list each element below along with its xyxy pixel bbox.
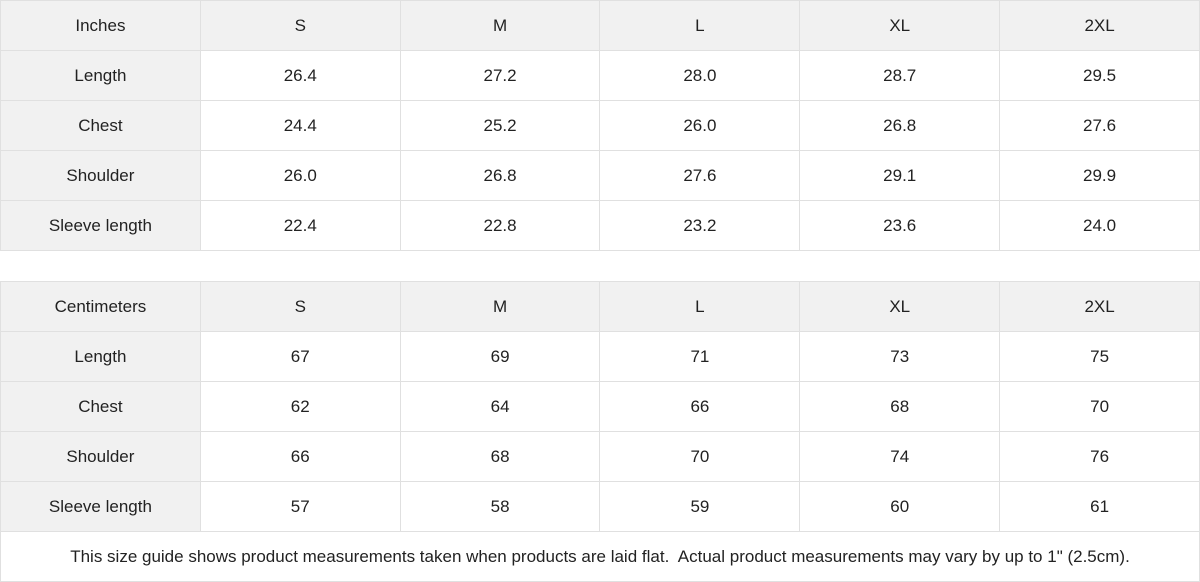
row-label-cell: Length bbox=[0, 50, 201, 101]
table-row: Sleeve length 57 58 59 60 61 bbox=[0, 481, 1200, 532]
row-label-cell: Chest bbox=[0, 381, 201, 432]
measurement-cell: 28.0 bbox=[599, 50, 801, 101]
measurement-cell: 68 bbox=[799, 381, 1001, 432]
measurement-cell: 27.2 bbox=[399, 50, 601, 101]
size-header-cell: M bbox=[399, 0, 601, 51]
centimeters-table: Centimeters S M L XL 2XL Length 67 69 71… bbox=[0, 281, 1200, 582]
table-row: Length 26.4 27.2 28.0 28.7 29.5 bbox=[0, 50, 1200, 101]
size-guide-note: This size guide shows product measuremen… bbox=[0, 531, 1200, 582]
measurement-cell: 70 bbox=[999, 381, 1200, 432]
measurement-cell: 67 bbox=[199, 331, 401, 382]
measurement-cell: 26.8 bbox=[799, 100, 1001, 151]
measurement-cell: 27.6 bbox=[599, 150, 801, 201]
table-spacer bbox=[0, 251, 1200, 281]
measurement-cell: 29.1 bbox=[799, 150, 1001, 201]
measurement-cell: 66 bbox=[599, 381, 801, 432]
table-row: Length 67 69 71 73 75 bbox=[0, 331, 1200, 382]
measurement-cell: 68 bbox=[399, 431, 601, 482]
measurement-cell: 75 bbox=[999, 331, 1200, 382]
measurement-cell: 26.8 bbox=[399, 150, 601, 201]
size-header-cell: S bbox=[199, 0, 401, 51]
table-header-row: Centimeters S M L XL 2XL bbox=[0, 281, 1200, 332]
row-label-cell: Sleeve length bbox=[0, 481, 201, 532]
measurement-cell: 26.0 bbox=[199, 150, 401, 201]
size-header-cell: XL bbox=[799, 281, 1001, 332]
measurement-cell: 74 bbox=[799, 431, 1001, 482]
measurement-cell: 25.2 bbox=[399, 100, 601, 151]
measurement-cell: 23.2 bbox=[599, 200, 801, 251]
size-header-cell: L bbox=[599, 281, 801, 332]
measurement-cell: 64 bbox=[399, 381, 601, 432]
measurement-cell: 28.7 bbox=[799, 50, 1001, 101]
size-header-cell: S bbox=[199, 281, 401, 332]
measurement-cell: 26.4 bbox=[199, 50, 401, 101]
measurement-cell: 29.5 bbox=[999, 50, 1200, 101]
measurement-cell: 73 bbox=[799, 331, 1001, 382]
measurement-cell: 57 bbox=[199, 481, 401, 532]
measurement-cell: 61 bbox=[999, 481, 1200, 532]
inches-table: Inches S M L XL 2XL Length 26.4 27.2 28.… bbox=[0, 0, 1200, 251]
table-row: Shoulder 66 68 70 74 76 bbox=[0, 431, 1200, 482]
measurement-cell: 23.6 bbox=[799, 200, 1001, 251]
table-row: Chest 24.4 25.2 26.0 26.8 27.6 bbox=[0, 100, 1200, 151]
measurement-cell: 58 bbox=[399, 481, 601, 532]
measurement-cell: 27.6 bbox=[999, 100, 1200, 151]
size-header-cell: 2XL bbox=[999, 0, 1200, 51]
measurement-cell: 69 bbox=[399, 331, 601, 382]
measurement-cell: 70 bbox=[599, 431, 801, 482]
measurement-cell: 59 bbox=[599, 481, 801, 532]
measurement-cell: 24.4 bbox=[199, 100, 401, 151]
unit-header-cell: Inches bbox=[0, 0, 201, 51]
measurement-cell: 22.4 bbox=[199, 200, 401, 251]
footer-row: This size guide shows product measuremen… bbox=[0, 531, 1200, 582]
measurement-cell: 71 bbox=[599, 331, 801, 382]
size-header-cell: L bbox=[599, 0, 801, 51]
measurement-cell: 22.8 bbox=[399, 200, 601, 251]
row-label-cell: Shoulder bbox=[0, 431, 201, 482]
table-row: Chest 62 64 66 68 70 bbox=[0, 381, 1200, 432]
measurement-cell: 26.0 bbox=[599, 100, 801, 151]
row-label-cell: Sleeve length bbox=[0, 200, 201, 251]
size-header-cell: M bbox=[399, 281, 601, 332]
table-row: Sleeve length 22.4 22.8 23.2 23.6 24.0 bbox=[0, 200, 1200, 251]
measurement-cell: 60 bbox=[799, 481, 1001, 532]
measurement-cell: 62 bbox=[199, 381, 401, 432]
size-header-cell: 2XL bbox=[999, 281, 1200, 332]
row-label-cell: Chest bbox=[0, 100, 201, 151]
row-label-cell: Shoulder bbox=[0, 150, 201, 201]
measurement-cell: 24.0 bbox=[999, 200, 1200, 251]
size-header-cell: XL bbox=[799, 0, 1001, 51]
row-label-cell: Length bbox=[0, 331, 201, 382]
unit-header-cell: Centimeters bbox=[0, 281, 201, 332]
measurement-cell: 66 bbox=[199, 431, 401, 482]
table-header-row: Inches S M L XL 2XL bbox=[0, 0, 1200, 51]
measurement-cell: 29.9 bbox=[999, 150, 1200, 201]
measurement-cell: 76 bbox=[999, 431, 1200, 482]
table-row: Shoulder 26.0 26.8 27.6 29.1 29.9 bbox=[0, 150, 1200, 201]
